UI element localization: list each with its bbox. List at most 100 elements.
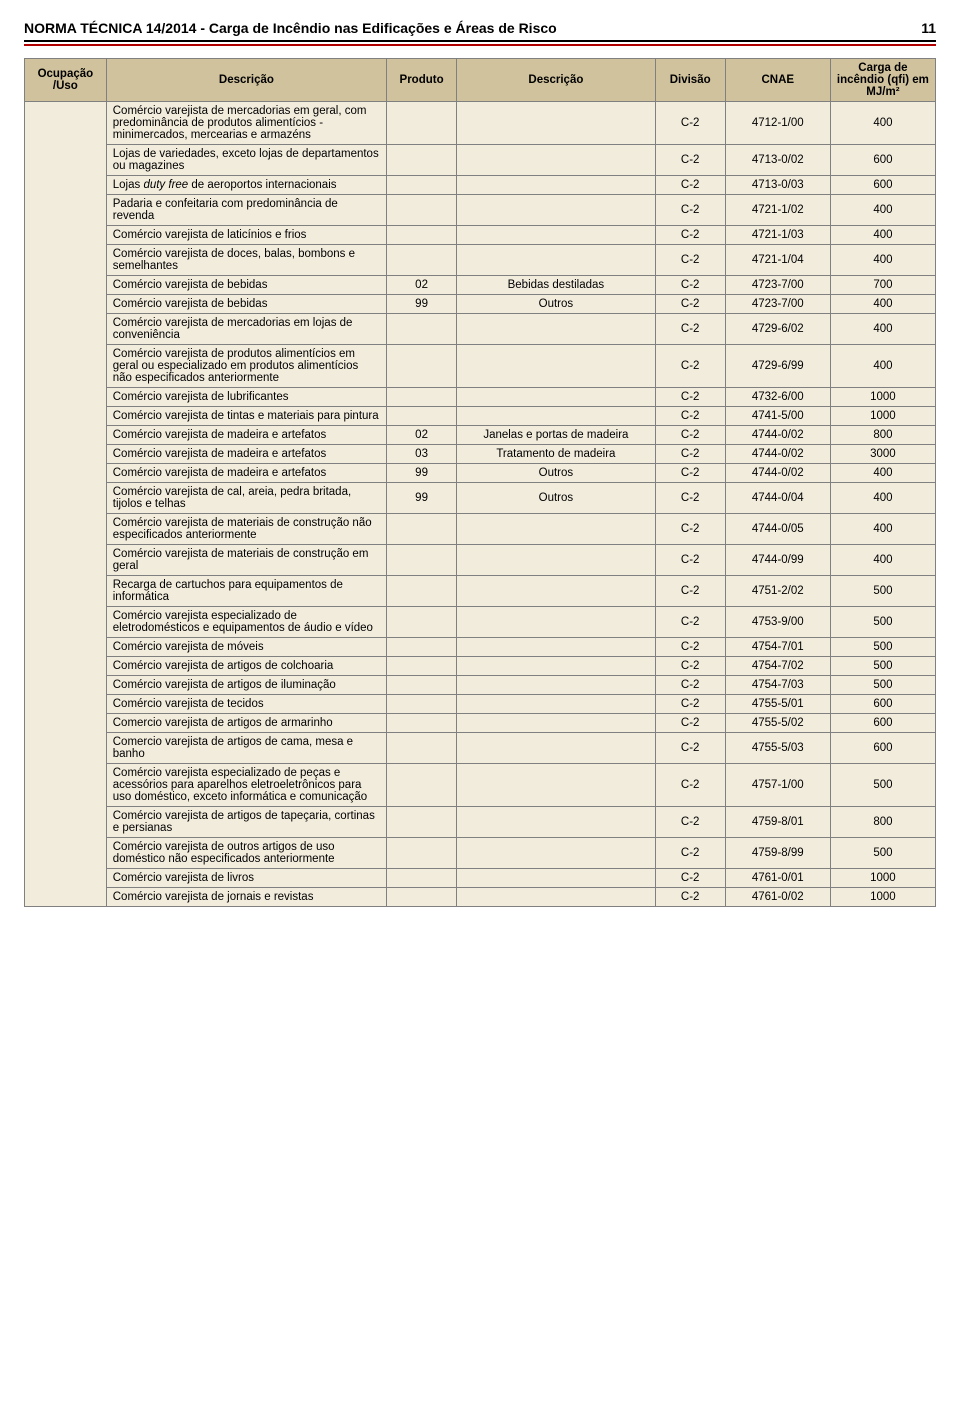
cell-carga: 500 bbox=[830, 838, 935, 869]
cell-descricao2 bbox=[457, 545, 656, 576]
table-row: Comércio varejista de mercadorias em loj… bbox=[25, 314, 936, 345]
carga-table: Ocupação /Uso Descrição Produto Descriçã… bbox=[24, 58, 936, 907]
cell-descricao2 bbox=[457, 638, 656, 657]
cell-carga: 600 bbox=[830, 733, 935, 764]
doc-header: NORMA TÉCNICA 14/2014 - Carga de Incêndi… bbox=[24, 20, 936, 40]
table-row: Comércio varejista de lubrificantesC-247… bbox=[25, 388, 936, 407]
cell-descricao: Comércio varejista de bebidas bbox=[106, 276, 386, 295]
cell-cnae: 4744-0/05 bbox=[725, 514, 830, 545]
cell-carga: 600 bbox=[830, 145, 935, 176]
cell-divisao: C-2 bbox=[655, 807, 725, 838]
table-row: Comércio varejista de doces, balas, bomb… bbox=[25, 245, 936, 276]
cell-descricao: Comércio varejista especializado de elet… bbox=[106, 607, 386, 638]
cell-cnae: 4759-8/99 bbox=[725, 838, 830, 869]
cell-carga: 500 bbox=[830, 657, 935, 676]
table-row: Comercio varejista de artigos de armarin… bbox=[25, 714, 936, 733]
table-row: Comércio varejista de cal, areia, pedra … bbox=[25, 483, 936, 514]
table-row: Comércio varejista de tintas e materiais… bbox=[25, 407, 936, 426]
cell-divisao: C-2 bbox=[655, 888, 725, 907]
table-header-row: Ocupação /Uso Descrição Produto Descriçã… bbox=[25, 59, 936, 102]
cell-produto bbox=[387, 676, 457, 695]
cell-carga: 1000 bbox=[830, 388, 935, 407]
cell-descricao2 bbox=[457, 245, 656, 276]
cell-descricao2 bbox=[457, 838, 656, 869]
cell-descricao2: Janelas e portas de madeira bbox=[457, 426, 656, 445]
cell-carga: 400 bbox=[830, 226, 935, 245]
cell-cnae: 4755-5/02 bbox=[725, 714, 830, 733]
table-row: Comércio varejista especializado de peça… bbox=[25, 764, 936, 807]
cell-descricao: Lojas de variedades, exceto lojas de dep… bbox=[106, 145, 386, 176]
cell-produto bbox=[387, 869, 457, 888]
cell-descricao2 bbox=[457, 676, 656, 695]
table-row: Comércio varejista de bebidas02Bebidas d… bbox=[25, 276, 936, 295]
cell-cnae: 4759-8/01 bbox=[725, 807, 830, 838]
cell-divisao: C-2 bbox=[655, 838, 725, 869]
cell-carga: 500 bbox=[830, 764, 935, 807]
table-row: Comércio varejista de outros artigos de … bbox=[25, 838, 936, 869]
table-row: Comércio varejista especializado de elet… bbox=[25, 607, 936, 638]
cell-carga: 1000 bbox=[830, 869, 935, 888]
cell-divisao: C-2 bbox=[655, 295, 725, 314]
cell-descricao2 bbox=[457, 345, 656, 388]
table-row: Comércio varejista de artigos de tapeçar… bbox=[25, 807, 936, 838]
cell-carga: 600 bbox=[830, 695, 935, 714]
th-carga: Carga de incêndio (qfi) em MJ/m² bbox=[830, 59, 935, 102]
cell-produto bbox=[387, 838, 457, 869]
cell-descricao: Padaria e confeitaria com predominância … bbox=[106, 195, 386, 226]
cell-descricao2 bbox=[457, 695, 656, 714]
cell-descricao2 bbox=[457, 807, 656, 838]
cell-produto bbox=[387, 245, 457, 276]
cell-produto bbox=[387, 714, 457, 733]
cell-cnae: 4751-2/02 bbox=[725, 576, 830, 607]
cell-produto bbox=[387, 764, 457, 807]
cell-produto bbox=[387, 226, 457, 245]
cell-cnae: 4754-7/03 bbox=[725, 676, 830, 695]
cell-carga: 400 bbox=[830, 483, 935, 514]
cell-produto: 99 bbox=[387, 464, 457, 483]
cell-carga: 400 bbox=[830, 514, 935, 545]
cell-cnae: 4732-6/00 bbox=[725, 388, 830, 407]
table-row: Comércio varejista de materiais de const… bbox=[25, 545, 936, 576]
cell-divisao: C-2 bbox=[655, 545, 725, 576]
cell-descricao2 bbox=[457, 226, 656, 245]
cell-ocupacao bbox=[25, 102, 107, 907]
th-descricao1: Descrição bbox=[106, 59, 386, 102]
cell-descricao: Lojas duty free de aeroportos internacio… bbox=[106, 176, 386, 195]
cell-divisao: C-2 bbox=[655, 276, 725, 295]
cell-descricao: Comércio varejista de madeira e artefato… bbox=[106, 464, 386, 483]
cell-produto bbox=[387, 695, 457, 714]
cell-descricao: Comércio varejista de madeira e artefato… bbox=[106, 426, 386, 445]
table-row: Comércio varejista de madeira e artefato… bbox=[25, 426, 936, 445]
cell-produto: 03 bbox=[387, 445, 457, 464]
cell-cnae: 4729-6/02 bbox=[725, 314, 830, 345]
cell-produto bbox=[387, 888, 457, 907]
table-row: Comércio varejista de madeira e artefato… bbox=[25, 445, 936, 464]
cell-cnae: 4755-5/01 bbox=[725, 695, 830, 714]
cell-descricao2: Outros bbox=[457, 483, 656, 514]
cell-descricao: Comércio varejista de cal, areia, pedra … bbox=[106, 483, 386, 514]
cell-carga: 500 bbox=[830, 607, 935, 638]
cell-cnae: 4713-0/03 bbox=[725, 176, 830, 195]
cell-cnae: 4753-9/00 bbox=[725, 607, 830, 638]
cell-divisao: C-2 bbox=[655, 388, 725, 407]
cell-descricao2 bbox=[457, 514, 656, 545]
table-row: Comércio varejista de madeira e artefato… bbox=[25, 464, 936, 483]
cell-produto bbox=[387, 657, 457, 676]
cell-carga: 400 bbox=[830, 102, 935, 145]
cell-descricao2 bbox=[457, 764, 656, 807]
cell-descricao: Comércio varejista de tintas e materiais… bbox=[106, 407, 386, 426]
cell-divisao: C-2 bbox=[655, 638, 725, 657]
cell-descricao2 bbox=[457, 102, 656, 145]
page-number: 11 bbox=[921, 20, 936, 36]
table-row: Padaria e confeitaria com predominância … bbox=[25, 195, 936, 226]
doc-title: NORMA TÉCNICA 14/2014 - Carga de Incêndi… bbox=[24, 20, 557, 40]
cell-divisao: C-2 bbox=[655, 576, 725, 607]
table-row: Comércio varejista de materiais de const… bbox=[25, 514, 936, 545]
cell-descricao: Comércio varejista de mercadorias em ger… bbox=[106, 102, 386, 145]
cell-produto: 02 bbox=[387, 276, 457, 295]
cell-divisao: C-2 bbox=[655, 514, 725, 545]
cell-carga: 500 bbox=[830, 576, 935, 607]
cell-cnae: 4761-0/01 bbox=[725, 869, 830, 888]
cell-cnae: 4754-7/02 bbox=[725, 657, 830, 676]
cell-cnae: 4723-7/00 bbox=[725, 295, 830, 314]
